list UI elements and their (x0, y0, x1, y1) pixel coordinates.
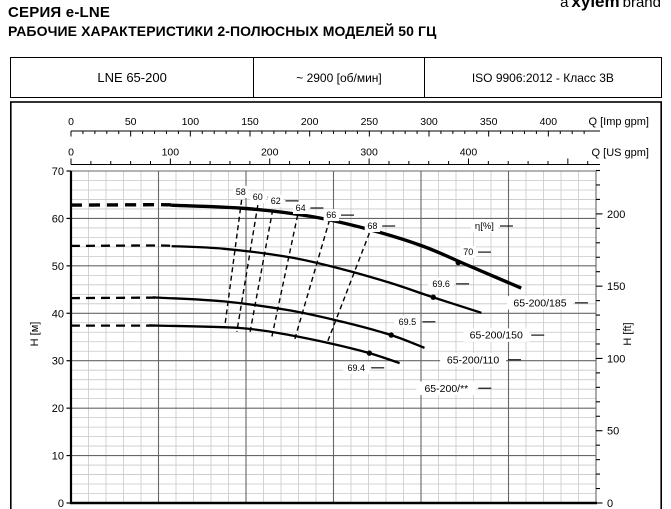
tick-label-left: 30 (52, 356, 64, 368)
page-title: СЕРИЯ e-LNE (8, 4, 111, 21)
header-cell-standard: ISO 9906:2012 - Класс 3В (471, 70, 614, 85)
tick-label-left: 70 (52, 166, 64, 178)
efficiency-label-60: 60 (253, 192, 263, 202)
tick-label-imp: 50 (125, 116, 137, 128)
curve-dashed-65-200/110 (70, 296, 157, 300)
tick-label-right: 150 (607, 281, 625, 293)
axis-label-left: H [м] (29, 322, 41, 347)
bep-label-65-200/150: 69.6 (432, 279, 450, 289)
efficiency-label-66-bg (323, 209, 340, 222)
efficiency-label-68-bg (364, 220, 381, 233)
curve-label-65-200/150: 65-200/150 (470, 330, 523, 342)
bep-label-65-200/**-bg (343, 361, 370, 374)
tick-label-imp: 250 (361, 116, 379, 128)
tick-label-imp: 350 (480, 116, 498, 128)
efficiency-line-68 (326, 232, 371, 343)
tick-label-left: 40 (52, 308, 64, 320)
curve-dashed-65-200/150 (70, 244, 173, 248)
bep-label-65-200/185: 70 (463, 247, 473, 257)
page-subtitle: РАБОЧИЕ ХАРАКТЕРИСТИКИ 2-ПОЛЮСНЫХ МОДЕЛЕ… (8, 23, 437, 39)
axis-label-imp: Q [Imp gpm] (588, 116, 649, 128)
curve-label-65-200/150-bg (463, 328, 530, 342)
efficiency-line-66 (293, 219, 331, 341)
curve-65-200/** (147, 324, 400, 365)
bep-label-65-200/110-bg (394, 315, 421, 328)
brand-mark: a xylem brand (560, 0, 661, 12)
tick-label-left: 60 (52, 213, 64, 225)
chart-labels: 58 60 62 64 66 68 η[%] 70 65-200/185 69.6 65-200/1… (233, 185, 588, 395)
bep-marker-65-200/150 (430, 294, 436, 300)
efficiency-unit-label-bg (470, 219, 498, 233)
bep-label-65-200/150-bg (428, 277, 455, 290)
tick-label-left: 20 (52, 403, 64, 415)
tick-label-imp: 200 (301, 116, 319, 128)
brand-prefix: a (560, 0, 569, 11)
tick-label-us: 0 (68, 147, 74, 159)
header-cell-speed: ~ 2900 [об/мин] (254, 58, 425, 97)
tick-label-imp: 150 (241, 116, 259, 128)
efficiency-lines (223, 199, 371, 343)
tick-label-imp: 300 (420, 116, 438, 128)
efficiency-label-58: 58 (236, 187, 246, 197)
curve-label-65-200/**-bg (416, 381, 477, 395)
header-cell-model: LNE 65-200 (11, 58, 255, 97)
axis-top-imp: 0 50 100 150 200 250 300 350 400 Q [Imp gpm] (68, 116, 649, 137)
tick-label-us: 200 (261, 147, 279, 159)
efficiency-line-64 (271, 214, 299, 338)
curve-label-65-200/185-bg (507, 296, 573, 310)
curve-label-65-200/**: 65-200/** (424, 383, 468, 395)
axis-label-right: H [ft] (622, 322, 634, 345)
axis-label-us: Q [US gpm] (592, 147, 649, 159)
efficiency-line-58 (223, 199, 243, 329)
tick-label-right: 0 (607, 498, 613, 509)
bep-marker-65-200/185 (455, 259, 461, 266)
efficiency-label-64: 64 (296, 203, 306, 213)
efficiency-label-62-bg (268, 194, 284, 207)
tick-label-us: 400 (460, 147, 478, 159)
efficiency-label-60-bg (250, 191, 266, 204)
bep-marker-65-200/110 (388, 332, 394, 338)
tick-label-right: 200 (607, 209, 625, 221)
bep-marker-65-200/** (366, 350, 373, 356)
tick-label-right: 100 (607, 353, 625, 365)
tick-label-us: 300 (360, 147, 378, 159)
bep-label-65-200/185-bg (460, 246, 476, 259)
efficiency-label-68: 68 (367, 221, 377, 231)
curve-label-65-200/110-bg (440, 353, 507, 367)
tick-label-right: 50 (607, 426, 619, 438)
tick-label-us: 100 (162, 147, 180, 159)
efficiency-label-62: 62 (271, 196, 281, 206)
curve-label-65-200/185: 65-200/185 (513, 297, 566, 309)
figure-border (10, 101, 663, 509)
efficiency-label-58-bg (233, 185, 249, 198)
brand-name: xylem (571, 0, 620, 11)
tick-label-imp: 0 (68, 116, 74, 128)
brand-suffix: brand (622, 0, 661, 11)
bep-label-65-200/**: 69.4 (347, 363, 365, 373)
curve-label-65-200/110: 65-200/110 (447, 354, 500, 366)
efficiency-label-64-bg (292, 201, 309, 214)
efficiency-label-66: 66 (326, 210, 336, 220)
axis-left: 0 10 20 30 40 50 60 70 H [м] (29, 166, 71, 509)
tick-label-left: 0 (58, 498, 64, 509)
tick-label-left: 50 (52, 261, 64, 273)
axis-right: 0 50 100 150 200 H [ft] (596, 169, 634, 509)
axis-top-us: 0 100 200 300 400 Q [US gpm] (68, 147, 649, 165)
tick-label-imp: 400 (540, 116, 558, 128)
header-table: LNE 65-200 ~ 2900 [об/мин] ISO 9906:2012… (10, 57, 662, 98)
efficiency-line-60 (236, 205, 259, 332)
efficiency-line-62 (248, 209, 274, 336)
curve-dashed-65-200/185 (70, 202, 173, 207)
tick-label-left: 10 (52, 451, 64, 463)
efficiency-unit-label: η[%] (475, 221, 494, 232)
tick-label-imp: 100 (182, 116, 200, 128)
bep-label-65-200/110: 69.5 (399, 317, 417, 327)
